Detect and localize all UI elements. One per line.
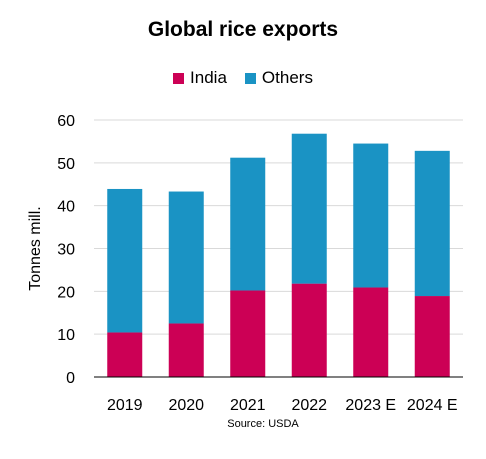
legend: India Others — [0, 68, 486, 88]
bar-others-2024-e — [414, 150, 450, 297]
source-note: Source: USDA — [227, 418, 299, 430]
legend-swatch-india — [173, 72, 185, 84]
bar-india-2022 — [291, 283, 327, 377]
x-tick-label-2023-e: 2023 E — [345, 397, 396, 414]
bar-india-2021 — [230, 290, 266, 377]
legend-item-india: India — [173, 68, 227, 88]
y-tick-label-10: 10 — [57, 327, 75, 344]
legend-label-others: Others — [261, 68, 313, 87]
x-tick-label-2024-e: 2024 E — [407, 397, 458, 414]
bar-india-2024-e — [414, 296, 450, 377]
x-tick-label-2021: 2021 — [230, 397, 266, 414]
bar-india-2023-e — [353, 287, 389, 377]
legend-swatch-others — [244, 72, 256, 84]
x-tick-label-2019: 2019 — [107, 397, 143, 414]
y-tick-label-50: 50 — [57, 156, 75, 173]
bar-others-2023-e — [353, 143, 389, 288]
chart-title: Global rice exports — [147, 18, 339, 41]
legend-item-others: Others — [244, 68, 313, 88]
y-axis-label: Tonnes mill. — [27, 206, 44, 290]
y-tick-label-0: 0 — [66, 370, 75, 387]
y-tick-label-20: 20 — [57, 284, 75, 301]
y-tick-label-60: 60 — [57, 113, 75, 130]
bar-others-2019 — [107, 188, 143, 333]
x-tick-label-2022: 2022 — [291, 397, 327, 414]
bar-india-2019 — [107, 332, 143, 377]
legend-label-india: India — [190, 68, 227, 87]
bar-india-2020 — [168, 323, 204, 377]
bar-others-2020 — [168, 191, 204, 324]
x-tick-label-2020: 2020 — [168, 397, 204, 414]
y-tick-label-30: 30 — [57, 242, 75, 259]
y-tick-label-40: 40 — [57, 199, 75, 216]
bar-others-2022 — [291, 133, 327, 284]
bar-others-2021 — [230, 157, 266, 291]
